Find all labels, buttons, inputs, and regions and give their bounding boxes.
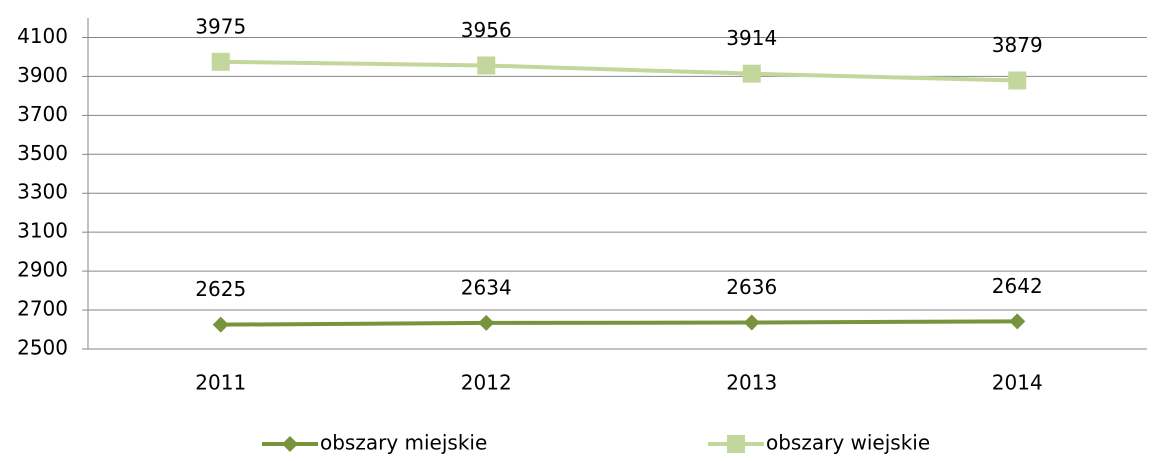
point bbox=[1008, 71, 1027, 90]
y-tick-label: 3900 bbox=[17, 63, 68, 87]
data-label: 2636 bbox=[726, 275, 777, 299]
legend-label: obszary wiejskie bbox=[766, 431, 930, 455]
data-label: 2642 bbox=[992, 274, 1043, 298]
point bbox=[743, 314, 760, 331]
point bbox=[211, 52, 230, 71]
y-tick-label: 3300 bbox=[17, 180, 68, 204]
point bbox=[477, 56, 496, 75]
y-tick-label: 3100 bbox=[17, 219, 68, 243]
legend-marker bbox=[282, 436, 298, 452]
data-label: 3879 bbox=[992, 33, 1043, 57]
x-tick-label: 2011 bbox=[195, 371, 246, 395]
data-label: 2625 bbox=[195, 277, 246, 301]
data-label: 3956 bbox=[461, 18, 512, 42]
point bbox=[212, 316, 229, 333]
x-tick-label: 2013 bbox=[726, 371, 777, 395]
legend-label: obszary miejskie bbox=[320, 431, 487, 455]
data-label: 3975 bbox=[195, 14, 246, 38]
x-tick-label: 2012 bbox=[461, 371, 512, 395]
series-line bbox=[220, 59, 1018, 83]
y-tick-label: 2900 bbox=[17, 258, 68, 282]
y-tick-label: 2500 bbox=[17, 336, 68, 360]
point bbox=[478, 314, 495, 331]
data-label: 3914 bbox=[726, 26, 777, 50]
y-tick-label: 4100 bbox=[17, 24, 68, 48]
y-tick-label: 2700 bbox=[17, 297, 68, 321]
y-tick-label: 3700 bbox=[17, 102, 68, 126]
point bbox=[742, 64, 761, 83]
series-line bbox=[220, 319, 1018, 327]
data-label: 2634 bbox=[461, 275, 512, 299]
point bbox=[1009, 313, 1026, 330]
y-tick-label: 3500 bbox=[17, 141, 68, 165]
legend-marker bbox=[727, 435, 745, 453]
x-tick-label: 2014 bbox=[992, 371, 1043, 395]
